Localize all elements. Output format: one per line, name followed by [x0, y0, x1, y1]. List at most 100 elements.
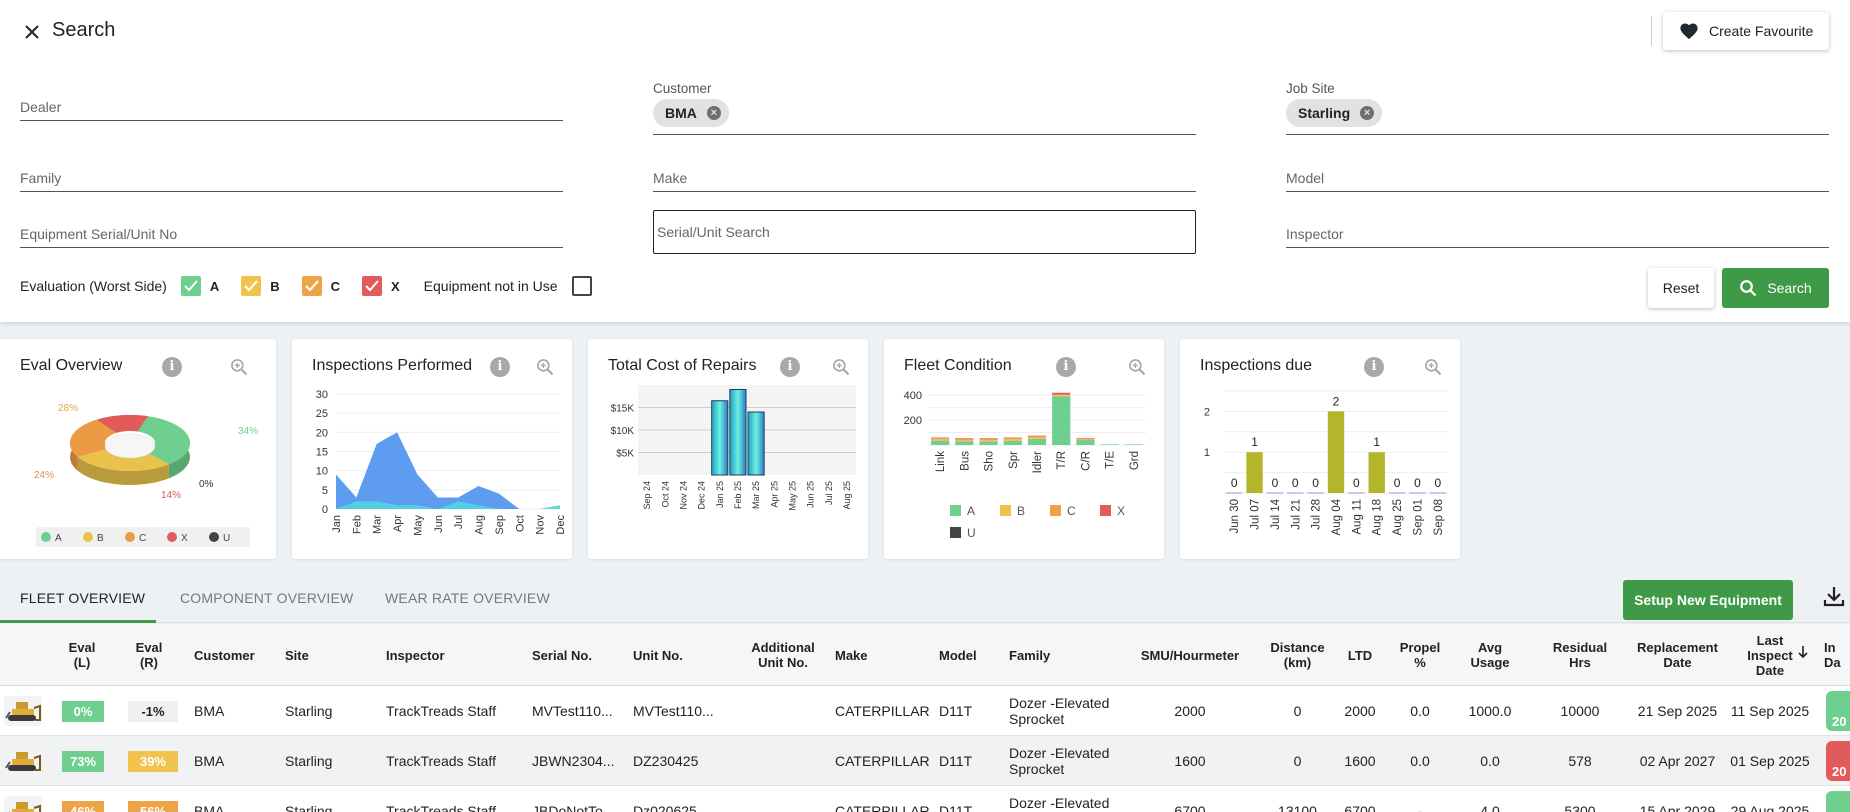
- info-icon[interactable]: i: [1364, 357, 1384, 377]
- zoom-icon[interactable]: [229, 357, 249, 377]
- info-icon[interactable]: i: [780, 357, 800, 377]
- column-header-customer[interactable]: Customer: [194, 647, 255, 663]
- column-header-unit-no[interactable]: Unit No.: [633, 647, 683, 663]
- column-header-last-inspect-date[interactable]: Last Inspect Date: [1747, 632, 1793, 678]
- download-icon[interactable]: [1822, 584, 1846, 608]
- x-tick-label: Jun 30: [1229, 499, 1241, 534]
- fleet-bar-c: [1076, 438, 1095, 440]
- table-row[interactable]: 46% 56% BMA Starling TrackTreads Staff JBDoNo…: [0, 786, 1850, 812]
- search-button[interactable]: Search: [1722, 268, 1829, 308]
- y-tick-label: 400: [904, 390, 922, 402]
- heart-icon: [1680, 23, 1698, 40]
- x-tick-label: Jul: [453, 515, 465, 529]
- zoom-icon[interactable]: [1423, 357, 1443, 377]
- cell-replacement: 15 Apr 2029: [1639, 803, 1716, 812]
- next-inspection-badge: [1826, 791, 1850, 812]
- cell-customer: BMA: [194, 753, 225, 769]
- column-header-eval-r[interactable]: Eval (R): [135, 640, 163, 670]
- eval-c-checkbox[interactable]: [301, 276, 322, 296]
- column-header-model[interactable]: Model: [939, 647, 977, 663]
- column-header-make[interactable]: Make: [835, 647, 868, 663]
- cell-inspector: TrackTreads Staff: [386, 703, 496, 719]
- column-header-propel[interactable]: Propel %: [1399, 640, 1441, 670]
- eval-x-checkbox[interactable]: [361, 276, 382, 296]
- customer-chip[interactable]: BMA ×: [653, 99, 729, 127]
- eval-right-badge: 56%: [128, 801, 178, 812]
- table-row[interactable]: 73% 39% BMA Starling TrackTreads Staff JBWN23…: [0, 736, 1850, 786]
- customer-label: Customer: [653, 81, 712, 96]
- make-field[interactable]: [653, 191, 1196, 192]
- serial-unit-search-input[interactable]: Serial/Unit Search: [653, 210, 1196, 254]
- create-favourite-button[interactable]: Create Favourite: [1663, 12, 1829, 50]
- due-bar: [1368, 452, 1385, 493]
- tab-wear-rate-overview[interactable]: WEAR RATE OVERVIEW: [385, 590, 550, 606]
- overview-tabs: FLEET OVERVIEW COMPONENT OVERVIEW WEAR R…: [0, 575, 1850, 623]
- x-tick-label: Apr: [392, 515, 404, 532]
- tab-fleet-overview[interactable]: FLEET OVERVIEW: [20, 590, 146, 606]
- x-tick-label: Sep 01: [1412, 499, 1424, 535]
- model-field[interactable]: [1286, 191, 1829, 192]
- data-label: 0: [1414, 476, 1421, 490]
- column-header-family[interactable]: Family: [1009, 647, 1051, 663]
- family-field[interactable]: [20, 191, 563, 192]
- sort-desc-icon[interactable]: [1797, 645, 1809, 659]
- column-header-residual-hrs[interactable]: Residual Hrs: [1552, 640, 1608, 670]
- cell-avg: 0.0: [1480, 753, 1500, 769]
- close-icon[interactable]: [22, 22, 42, 42]
- column-header-serial-no[interactable]: Serial No.: [532, 647, 592, 663]
- x-tick-label: Aug 18: [1372, 499, 1384, 535]
- eval-a-checkbox[interactable]: [180, 276, 201, 296]
- dealer-field[interactable]: [20, 120, 563, 121]
- pie-hole: [104, 433, 156, 459]
- x-tick-label: Idler: [1032, 451, 1044, 474]
- chip-remove-icon[interactable]: ×: [706, 106, 721, 120]
- serial-unit-field[interactable]: [20, 247, 563, 248]
- zoom-icon[interactable]: [1127, 357, 1147, 377]
- setup-new-equipment-button[interactable]: Setup New Equipment: [1623, 580, 1793, 620]
- make-label: Make: [653, 170, 688, 186]
- column-header-site[interactable]: Site: [285, 647, 309, 663]
- zoom-icon[interactable]: [535, 357, 555, 377]
- cell-last-inspect: 01 Sep 2025: [1730, 753, 1810, 769]
- column-header-replacement-date[interactable]: Replacement Date: [1637, 640, 1718, 670]
- info-icon[interactable]: i: [1056, 357, 1076, 377]
- tab-component-overview[interactable]: COMPONENT OVERVIEW: [180, 590, 354, 606]
- x-tick-label: Bus: [959, 451, 971, 471]
- fleet-bar-c: [955, 438, 974, 441]
- eval-b-checkbox[interactable]: [241, 276, 262, 296]
- job-site-chip[interactable]: Starling ×: [1286, 99, 1383, 127]
- not-in-use-checkbox[interactable]: [571, 276, 592, 296]
- card-title: Inspections Performed: [312, 357, 473, 374]
- fleet-bar-b: [931, 439, 950, 441]
- column-header-smu-hourmeter[interactable]: SMU/Hourmeter: [1140, 647, 1240, 663]
- column-header-avg-usage[interactable]: Avg Usage: [1470, 640, 1510, 670]
- zoom-icon[interactable]: [831, 357, 851, 377]
- job-site-field[interactable]: [1286, 134, 1829, 135]
- search-icon: [1740, 280, 1757, 297]
- y-tick-label: 15: [316, 447, 328, 459]
- info-icon[interactable]: i: [162, 357, 182, 377]
- cell-serial: JBDoNotTo...: [532, 803, 615, 812]
- x-tick-label: Jul 07: [1250, 499, 1262, 530]
- column-header-distance[interactable]: Distance (km): [1270, 640, 1325, 670]
- cell-family: Dozer -Elevated Sprocket: [1009, 745, 1110, 777]
- fleet-bar-b: [1027, 437, 1047, 439]
- y-tick-label: 25: [316, 408, 328, 420]
- info-icon[interactable]: i: [490, 357, 510, 377]
- table-row[interactable]: 0% -1% BMA Starling TrackTreads Staff MVTest1…: [0, 686, 1850, 736]
- column-header-eval-l[interactable]: Eval (L): [68, 640, 96, 670]
- y-tick-label: 200: [904, 415, 922, 427]
- cell-smu: 2000: [1174, 703, 1206, 719]
- customer-field[interactable]: [653, 134, 1196, 135]
- data-label: 0: [1353, 476, 1360, 490]
- chip-remove-icon[interactable]: ×: [1360, 106, 1375, 120]
- column-header-ltd[interactable]: LTD: [1347, 647, 1373, 663]
- fleet-bar-b: [1052, 395, 1071, 397]
- column-header-inspector[interactable]: Inspector: [386, 647, 445, 663]
- reset-button[interactable]: Reset: [1648, 268, 1714, 308]
- cell-additional: [738, 736, 828, 786]
- fleet-bar-b: [1076, 439, 1095, 441]
- column-header-in-date[interactable]: In Da: [1824, 640, 1841, 670]
- inspector-field[interactable]: [1286, 247, 1829, 248]
- column-header-additional-unit-no[interactable]: Additional Unit No.: [751, 640, 815, 670]
